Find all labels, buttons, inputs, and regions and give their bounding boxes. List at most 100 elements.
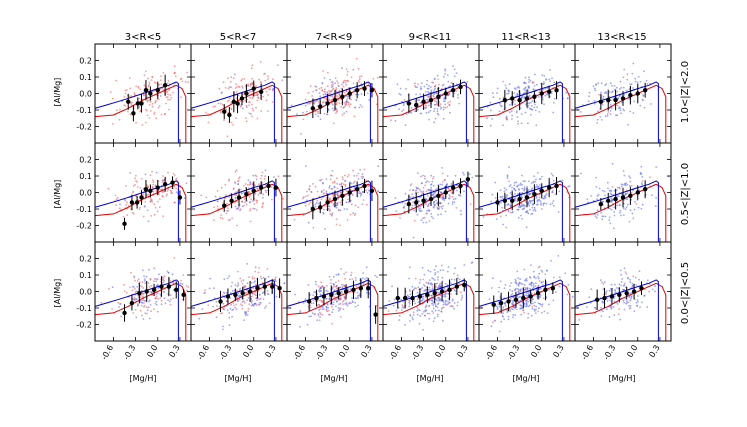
x-axis-label: [Mg/H] [417, 374, 444, 383]
red-star-point [249, 209, 251, 212]
panel-content [383, 65, 475, 143]
blue-star-point [326, 91, 329, 93]
blue-star-point [600, 211, 602, 214]
red-star-point [111, 308, 113, 310]
red-star-point [146, 209, 149, 212]
blue-star-point [543, 202, 546, 205]
red-star-point [234, 87, 237, 89]
blue-star-point [530, 104, 533, 107]
red-star-point [135, 85, 138, 88]
red-star-point [358, 75, 361, 78]
binned-mean-point [554, 88, 559, 93]
blue-star-point [432, 184, 435, 187]
red-star-point [460, 298, 463, 301]
red-star-point [346, 74, 349, 76]
red-star-point [187, 286, 190, 288]
red-star-point [156, 210, 159, 213]
blue-star-point [529, 202, 532, 204]
blue-star-point [314, 205, 317, 208]
binned-mean-point [517, 196, 522, 202]
blue-star-point [523, 189, 525, 192]
red-star-point [236, 224, 238, 227]
blue-star-point [535, 178, 537, 181]
blue-star-point [596, 213, 599, 216]
blue-star-point [623, 301, 625, 304]
blue-star-point [530, 299, 533, 302]
red-star-point [329, 99, 331, 102]
blue-star-point [549, 80, 551, 83]
red-star-point [155, 99, 158, 102]
panel-content [575, 162, 670, 242]
blue-star-point [590, 195, 592, 197]
binned-mean-point [139, 195, 144, 200]
binned-mean-point [358, 286, 364, 291]
blue-star-point [417, 187, 419, 190]
red-star-point [124, 92, 127, 95]
red-star-point [494, 320, 497, 322]
red-star-point [265, 90, 268, 93]
blue-star-point [147, 306, 150, 309]
blue-star-point [641, 182, 643, 185]
blue-star-point [642, 94, 645, 96]
blue-star-point [627, 277, 629, 280]
red-star-point [343, 285, 346, 288]
blue-star-point [459, 209, 462, 212]
blue-star-point [628, 175, 631, 178]
blue-star-point [529, 114, 532, 116]
blue-star-point [552, 200, 555, 202]
blue-star-point [398, 108, 400, 110]
blue-star-point [537, 284, 540, 287]
red-star-point [513, 99, 516, 102]
blue-star-point [517, 188, 520, 190]
red-star-point [129, 87, 132, 90]
blue-star-point [339, 209, 342, 212]
blue-star-point [603, 190, 606, 193]
blue-star-point [426, 180, 428, 183]
red-star-point [281, 79, 283, 82]
blue-star-point [551, 77, 553, 80]
blue-star-point [528, 94, 531, 97]
blue-star-point [441, 319, 444, 322]
binned-mean-point [528, 294, 533, 299]
binned-mean-point [546, 89, 552, 95]
blue-star-point [198, 317, 201, 320]
blue-star-point [490, 287, 493, 289]
red-star-point [544, 273, 547, 275]
blue-star-point [312, 302, 315, 304]
y-tick-label: -0.2 [76, 222, 92, 231]
blue-star-point [607, 187, 609, 190]
blue-star-point [524, 287, 527, 289]
red-star-point [154, 206, 157, 209]
red-star-point [153, 113, 155, 115]
blue-star-point [422, 217, 424, 220]
blue-star-point [416, 86, 418, 89]
blue-star-point [624, 297, 627, 300]
blue-star-point [524, 279, 526, 282]
blue-star-point [533, 106, 536, 109]
red-star-point [236, 207, 239, 210]
blue-star-point [325, 298, 327, 300]
blue-star-point [527, 189, 530, 191]
red-star-point [219, 312, 222, 315]
blue-star-point [517, 290, 520, 293]
blue-star-point [345, 84, 347, 86]
red-star-point [145, 109, 148, 112]
blue-star-point [351, 301, 354, 303]
binned-mean-point [606, 97, 611, 103]
red-star-point [155, 82, 158, 85]
blue-star-point [444, 299, 447, 302]
blue-star-point [317, 115, 320, 118]
blue-star-point [522, 180, 525, 183]
blue-star-point [327, 306, 330, 309]
binned-mean-point [406, 101, 412, 106]
blue-star-point [228, 312, 231, 314]
blue-star-point [441, 183, 443, 186]
red-star-point [499, 215, 502, 218]
blue-star-point [426, 209, 428, 212]
blue-star-point [336, 202, 339, 204]
blue-star-point [524, 76, 527, 79]
blue-star-point [535, 305, 537, 308]
blue-star-point [519, 289, 522, 292]
red-star-point [142, 295, 144, 298]
blue-star-point [486, 117, 488, 120]
